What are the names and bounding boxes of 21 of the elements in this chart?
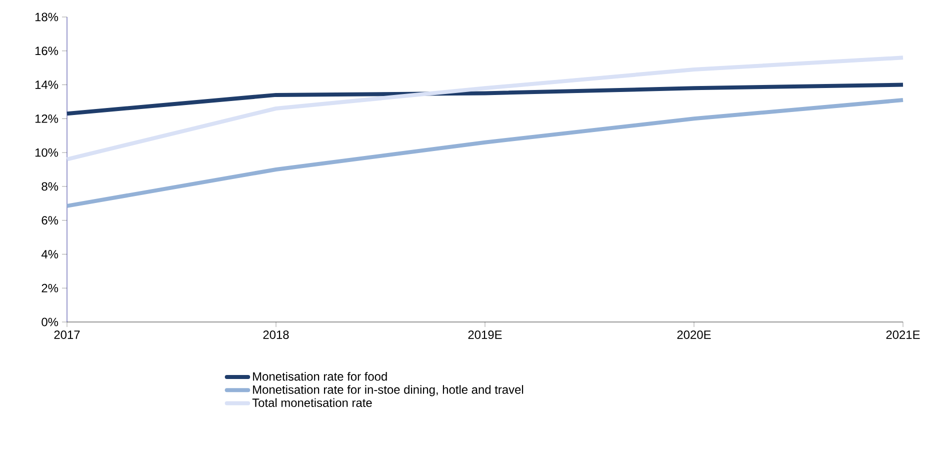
line-series: [65, 82, 906, 116]
x-tick-label: 2020E: [677, 330, 711, 339]
x-tick-label: 2021E: [886, 330, 920, 339]
legend-label: Monetisation rate for food: [253, 372, 387, 381]
legend-label: Total monetisation rate: [252, 398, 372, 407]
y-tick-label: 4%: [41, 250, 58, 258]
line-series: [65, 56, 906, 162]
x-tick-label: 2018: [263, 330, 289, 339]
x-tick-label: 2019E: [468, 330, 502, 339]
x-tick-label: 2017: [54, 330, 80, 339]
y-tick-label: 14%: [35, 80, 58, 89]
y-tick-label: 0%: [42, 318, 58, 326]
y-tick-label: 16%: [35, 46, 58, 56]
y-tick-label: 8%: [42, 182, 58, 191]
line-series: [65, 98, 906, 208]
legend-label: Monetisation rate for in-stoe dining, hotle and travel: [253, 385, 524, 396]
y-tick-label: 2%: [42, 284, 58, 292]
y-tick-label: 12%: [35, 114, 58, 123]
y-tick-label: 10%: [35, 148, 58, 157]
y-tick-label: 18%: [35, 12, 58, 22]
y-tick-label: 6%: [42, 216, 58, 225]
